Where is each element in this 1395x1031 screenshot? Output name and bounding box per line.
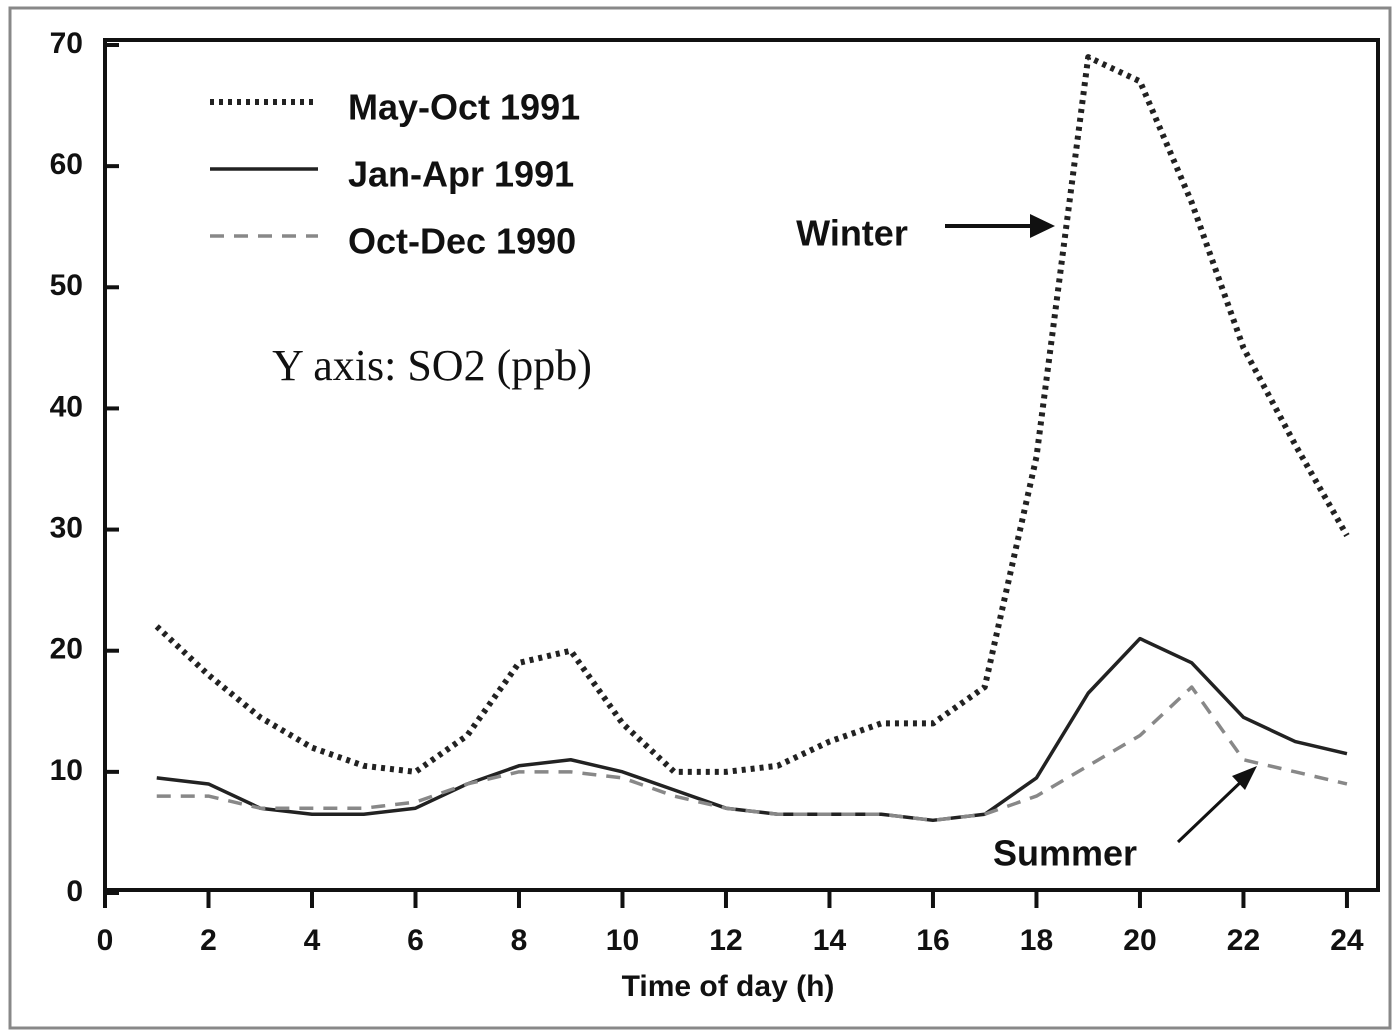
frame — [8, 6, 1392, 1030]
legend-label: Jan-Apr 1991 — [348, 154, 574, 195]
y-axis-note: Y axis: SO2 (ppb) — [272, 341, 592, 390]
x-tick-label: 10 — [606, 924, 639, 957]
y-tick-label: 20 — [50, 633, 83, 666]
x-tick-label: 4 — [304, 924, 321, 957]
x-tick-label: 20 — [1123, 924, 1156, 957]
y-tick-label: 70 — [50, 27, 83, 60]
y-tick-label: 60 — [50, 148, 83, 181]
line-series — [154, 54, 1350, 775]
legend-label: Oct-Dec 1990 — [348, 221, 576, 262]
x-tick-label: 8 — [511, 924, 528, 957]
x-tick-label: 16 — [916, 924, 949, 957]
x-tick-label: 12 — [709, 924, 742, 957]
plot-area — [103, 38, 1380, 892]
y-tick-label: 10 — [50, 754, 83, 787]
line-series — [156, 685, 1348, 823]
x-tick-label: 22 — [1227, 924, 1260, 957]
summer-label: Summer — [993, 833, 1137, 874]
x-tick-label: 0 — [97, 924, 114, 957]
legend-label: May-Oct 1991 — [348, 87, 580, 128]
y-tick-label: 30 — [50, 511, 83, 544]
summer-arrowhead — [1232, 766, 1257, 790]
x-tick-label: 18 — [1020, 924, 1053, 957]
x-tick-label: 6 — [407, 924, 424, 957]
winter-arrowhead — [1030, 214, 1055, 238]
y-tick-label: 0 — [66, 875, 83, 908]
x-axis-label: Time of day (h) — [622, 970, 835, 1003]
y-tick-label: 40 — [50, 390, 83, 423]
line-series — [156, 636, 1348, 823]
winter-label: Winter — [796, 213, 908, 254]
x-tick-label: 2 — [200, 924, 217, 957]
y-tick-label: 50 — [50, 269, 83, 302]
x-tick-label: 24 — [1330, 924, 1364, 957]
x-tick-label: 14 — [813, 924, 847, 957]
summer-arrow — [1176, 776, 1247, 844]
